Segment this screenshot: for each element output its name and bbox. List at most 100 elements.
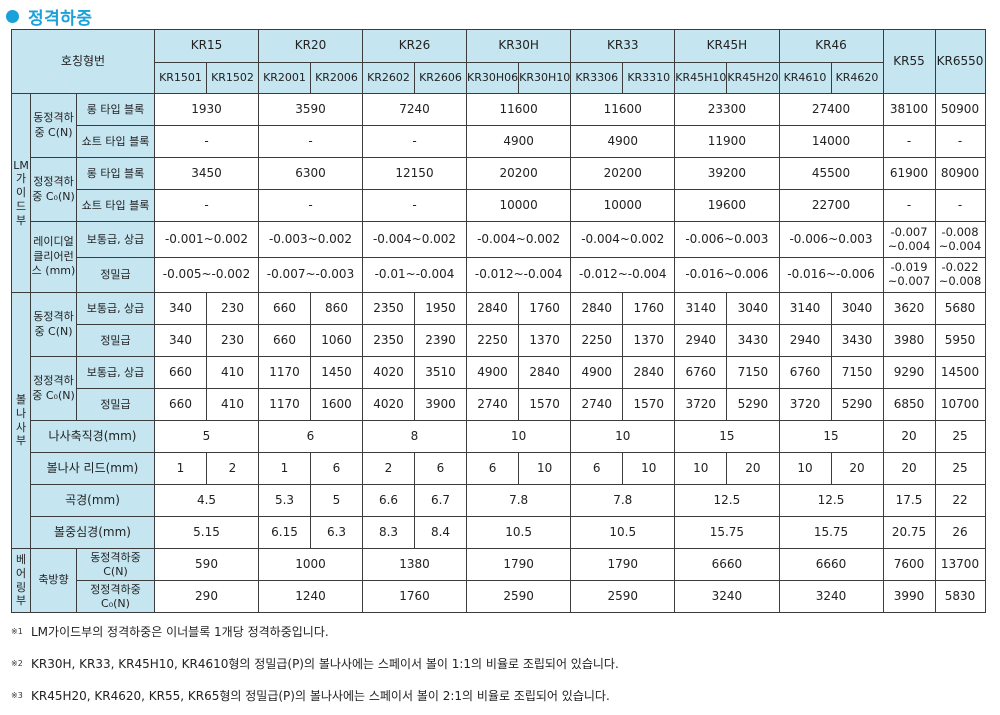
header-group: KR30H xyxy=(465,29,572,63)
cell: 11600 xyxy=(465,93,572,126)
header-model: KR30H10 xyxy=(518,62,572,94)
cell: 10 xyxy=(570,420,676,453)
cell: 5 xyxy=(154,420,259,453)
cell: 3620 xyxy=(882,292,936,325)
cell: 1 xyxy=(154,452,207,485)
row-clearance-precision: 정밀급 -0.005~-0.002 -0.007~-0.003 -0.01~-0… xyxy=(12,257,986,293)
row-lm-dynamic-long: LM가이드부 동정격하중 C(N) 롱 타입 블록 1930 3590 7240… xyxy=(11,93,986,293)
cell: 2390 xyxy=(414,324,467,357)
cell-stacked: -0.007 ~0.004 xyxy=(882,221,936,258)
cell-line: -0.022 xyxy=(941,260,979,275)
cell: 1060 xyxy=(310,324,363,357)
cell: 660 xyxy=(258,324,311,357)
header-model: KR2006 xyxy=(310,62,363,94)
footnote-text: KR45H20, KR4620, KR55, KR65형의 정밀급(P)의 볼나… xyxy=(31,688,610,703)
label-ball-center-dia: 볼중심경(mm) xyxy=(30,516,155,549)
cell: 2 xyxy=(206,452,259,485)
cell: 3450 xyxy=(154,157,259,190)
cell: 2350 xyxy=(362,324,415,357)
cell: 2740 xyxy=(570,388,624,421)
label-long-block: 롱 타입 블록 xyxy=(76,93,155,126)
cell: 3980 xyxy=(882,324,936,357)
cell: 1600 xyxy=(310,388,363,421)
row-bs-dynamic-normal: 볼나사부 동정격하중 C(N) 보통급, 상급 340 230 660 860 … xyxy=(11,292,986,549)
title-text: 정격하중 xyxy=(28,8,93,29)
row-lm-dynamic-short: 쇼트 타입 블록 - - - 4900 4900 11900 14000 - - xyxy=(12,125,986,158)
row-bearing-dynamic: 베어링부 축방향 동정격하중 C(N) 590 1000 1380 1790 1… xyxy=(11,548,986,613)
label-normal-grade: 보통급, 상급 xyxy=(76,221,155,258)
cell: 6760 xyxy=(778,356,832,389)
label-precision-grade: 정밀급 xyxy=(76,388,155,421)
footnote-text: KR30H, KR33, KR45H10, KR4610형의 정밀급(P)의 볼… xyxy=(31,656,619,671)
cell: 80900 xyxy=(934,157,986,190)
cell: 4.5 xyxy=(154,484,259,517)
footnotes: ※1 LM가이드부의 정격하중은 이너블록 1개당 정격하중입니다. ※2 KR… xyxy=(11,615,991,711)
row-bs-static-normal: 정정격하중 C₀(N) 보통급, 상급 660 410 1170 1450 40… xyxy=(12,356,986,421)
cell: -0.012~-0.004 xyxy=(570,257,676,293)
cell: 25 xyxy=(934,452,986,485)
cell: 3590 xyxy=(258,93,363,126)
cell: 2250 xyxy=(570,324,624,357)
label-long-block: 롱 타입 블록 xyxy=(76,157,155,190)
header-row-models: KR1501 KR1502 KR2001 KR2006 KR2602 KR260… xyxy=(12,62,986,94)
label-bearing-dynamic: 동정격하중 C(N) xyxy=(76,548,155,581)
cell: 23300 xyxy=(674,93,780,126)
row-lead: 볼나사 리드(mm) 1 2 1 6 2 6 6 10 6 10 10 20 1… xyxy=(12,452,986,485)
label-short-block: 쇼트 타입 블록 xyxy=(76,125,155,158)
footnote-text: LM가이드부의 정격하중은 이너블록 1개당 정격하중입니다. xyxy=(31,624,329,639)
header-single: KR6550 xyxy=(934,29,986,94)
cell: 15 xyxy=(778,420,884,453)
cell: - xyxy=(258,125,363,158)
cell: 20200 xyxy=(570,157,676,190)
cell: 12.5 xyxy=(674,484,780,517)
label-radial-clearance: 레이디얼클리어런스 (mm) xyxy=(30,221,77,293)
cell: 1240 xyxy=(258,580,363,613)
section-bearing: 베어링부 xyxy=(11,548,31,613)
cell: 1790 xyxy=(465,548,572,581)
cell: 3140 xyxy=(674,292,728,325)
cell: 12150 xyxy=(362,157,467,190)
cell: 1 xyxy=(258,452,311,485)
label-dynamic-load: 동정격하중 C(N) xyxy=(30,93,77,158)
cell: 2840 xyxy=(518,356,572,389)
label-bearing-static: 정정격하중 C₀(N) xyxy=(76,580,155,613)
row-bearing-static: 정정격하중 C₀(N) 290 1240 1760 2590 2590 3240… xyxy=(12,580,986,613)
cell: 3720 xyxy=(674,388,728,421)
cell: 5.3 xyxy=(258,484,311,517)
cell: 3990 xyxy=(882,580,936,613)
bullet-icon xyxy=(6,9,19,23)
cell: 660 xyxy=(154,388,207,421)
cell: 1760 xyxy=(622,292,676,325)
cell: 7.8 xyxy=(465,484,572,517)
cell: 290 xyxy=(154,580,259,613)
cell: 27400 xyxy=(778,93,884,126)
cell-line: ~0.004 xyxy=(938,238,982,253)
cell: 26 xyxy=(934,516,986,549)
cell: 1370 xyxy=(518,324,572,357)
cell: 7240 xyxy=(362,93,467,126)
label-short-block: 쇼트 타입 블록 xyxy=(76,189,155,222)
cell: 1760 xyxy=(362,580,467,613)
cell: 3900 xyxy=(414,388,467,421)
cell: 15.75 xyxy=(674,516,780,549)
row-ball-center-diameter: 볼중심경(mm) 5.15 6.15 6.3 8.3 8.4 10.5 10.5… xyxy=(12,516,986,549)
cell: 7600 xyxy=(882,548,936,581)
cell: -0.006~0.003 xyxy=(778,221,884,258)
row-lm-static-short: 쇼트 타입 블록 - - - 10000 10000 19600 22700 -… xyxy=(12,189,986,222)
cell: 6660 xyxy=(674,548,780,581)
cell: 50900 xyxy=(934,93,986,126)
label-dynamic-load: 동정격하중 C(N) xyxy=(30,292,77,357)
cell: 11600 xyxy=(570,93,676,126)
header-model: KR3310 xyxy=(622,62,676,94)
cell: 5950 xyxy=(934,324,986,357)
cell-stacked: -0.008 ~0.004 xyxy=(934,221,986,258)
header-group: KR15 xyxy=(154,29,259,63)
cell: - xyxy=(258,189,363,222)
footnote: ※3 KR45H20, KR4620, KR55, KR65형의 정밀급(P)의… xyxy=(11,679,991,711)
cell: -0.012~-0.004 xyxy=(465,257,572,293)
label-shaft-dia: 나사축직경(mm) xyxy=(30,420,155,453)
label-normal-grade: 보통급, 상급 xyxy=(76,356,155,389)
cell-line: ~0.004 xyxy=(887,238,931,253)
cell: 7150 xyxy=(726,356,780,389)
cell: 1000 xyxy=(258,548,363,581)
